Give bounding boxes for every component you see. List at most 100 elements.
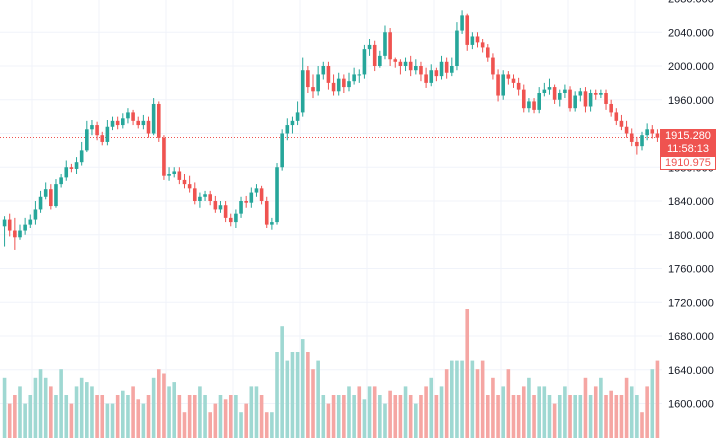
- volume-bar: [177, 395, 182, 438]
- volume-bar: [480, 360, 485, 438]
- volume-bar: [326, 403, 331, 438]
- volume-bar: [162, 373, 166, 438]
- candle-body: [79, 150, 84, 163]
- volume-bar: [244, 403, 248, 438]
- candle-body: [43, 189, 48, 197]
- last-price-label: 1915.280: [660, 129, 716, 143]
- y-tick-label: 1840.000: [668, 196, 714, 208]
- candle-body: [563, 89, 567, 93]
- candle-body: [552, 87, 557, 100]
- volume-bar: [64, 395, 69, 438]
- volume-bar: [511, 395, 516, 438]
- volume-bar: [578, 395, 583, 438]
- volume-bar: [593, 386, 598, 438]
- candle-body: [650, 129, 655, 134]
- volume-bar: [352, 395, 356, 438]
- volume-bar: [609, 390, 613, 438]
- candle-body: [640, 135, 644, 147]
- volume-bar: [614, 395, 619, 438]
- volume-bar: [583, 377, 588, 438]
- volume-bar: [234, 395, 238, 438]
- volume-bar: [552, 403, 557, 438]
- candle-body: [234, 213, 238, 223]
- volume-bar: [599, 377, 603, 438]
- candle-body: [146, 120, 151, 134]
- volume-bar: [33, 377, 38, 438]
- candle-body: [383, 32, 387, 56]
- candle-body: [74, 162, 79, 169]
- volume-bars: [2, 309, 660, 438]
- candle-body: [311, 87, 315, 92]
- volume-bar: [537, 386, 541, 438]
- volume-bar: [2, 377, 7, 438]
- candle-body: [270, 222, 274, 225]
- volume-bar: [100, 395, 105, 438]
- volume-bar: [347, 386, 351, 438]
- previous-close-label: 1910.975: [660, 156, 716, 170]
- candle-body: [414, 66, 418, 71]
- candle-body: [115, 120, 120, 126]
- candle-body: [2, 219, 7, 227]
- candle-body: [203, 194, 207, 197]
- volume-bar: [13, 395, 17, 438]
- candle-body: [450, 66, 454, 73]
- volume-bar: [146, 395, 151, 438]
- volume-bar: [85, 382, 89, 438]
- candle-body: [352, 74, 356, 82]
- candle-body: [198, 196, 202, 201]
- volume-bar: [429, 377, 434, 438]
- candle-body: [290, 120, 295, 126]
- candle-body: [557, 93, 562, 100]
- candle-body: [156, 103, 161, 138]
- price-axis[interactable]: 1600.000 1640.000 1680.000 1720.000 1760.000…: [668, 0, 714, 411]
- volume-bar: [604, 395, 608, 438]
- volume-bar: [527, 377, 531, 438]
- volume-bar: [285, 360, 290, 438]
- candle-body: [228, 217, 233, 223]
- volume-bar: [383, 403, 387, 438]
- volume-bar: [419, 395, 423, 438]
- candle-body: [614, 112, 619, 121]
- volume-bar: [213, 403, 218, 438]
- candle-body: [131, 112, 135, 121]
- candle-body: [424, 74, 428, 83]
- candle-body: [342, 78, 346, 88]
- candle-body: [100, 135, 105, 142]
- volume-bar: [110, 403, 115, 438]
- candle-body: [13, 230, 17, 238]
- volume-bar: [218, 395, 223, 438]
- candle-body: [192, 188, 197, 201]
- candle-body: [275, 167, 279, 223]
- volume-bar: [650, 369, 655, 438]
- candle-body: [136, 120, 141, 126]
- volume-bar: [460, 360, 464, 438]
- volume-bar: [629, 386, 634, 438]
- candle-body: [306, 70, 310, 88]
- volume-bar: [79, 377, 84, 438]
- candle-body: [38, 196, 43, 210]
- volume-bar: [321, 395, 326, 438]
- candle-body: [604, 93, 608, 104]
- candle-body: [59, 177, 63, 185]
- volume-bar: [547, 395, 552, 438]
- volume-bar: [655, 360, 660, 438]
- volume-bar: [408, 395, 413, 438]
- volume-bar: [203, 395, 207, 438]
- volume-bar: [38, 369, 43, 438]
- volume-bar: [141, 403, 146, 438]
- candle-body: [470, 36, 475, 45]
- candle-body: [126, 112, 130, 119]
- volume-bar: [136, 399, 141, 438]
- candle-body: [393, 59, 398, 62]
- candle-body: [357, 74, 362, 76]
- candle-body: [300, 70, 305, 113]
- candle-body: [599, 93, 603, 95]
- chart-grid: [0, 0, 662, 438]
- candle-body: [347, 81, 351, 88]
- volume-bar: [192, 395, 197, 438]
- volume-bar: [414, 403, 418, 438]
- volume-bar: [470, 360, 475, 438]
- volume-bar: [388, 390, 392, 438]
- y-tick-label: 1760.000: [668, 264, 714, 276]
